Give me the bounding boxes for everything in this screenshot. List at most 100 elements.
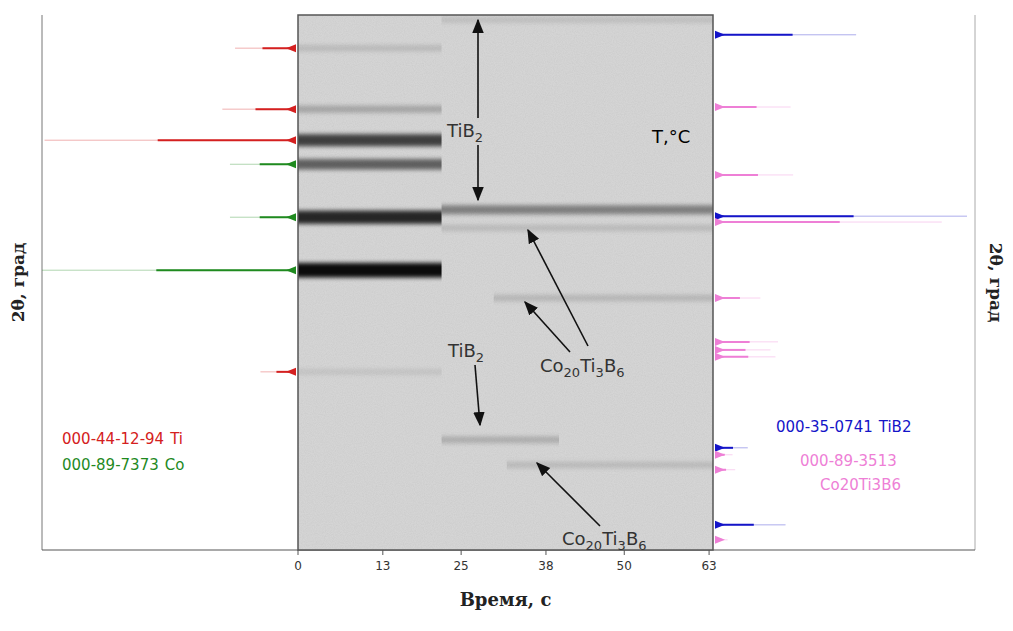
x-axis-title: Время, с bbox=[460, 589, 552, 610]
subscript: 3 bbox=[618, 538, 626, 553]
peak-base bbox=[286, 136, 296, 144]
diffraction-band bbox=[442, 205, 713, 214]
peak-base bbox=[715, 521, 725, 529]
text-run: Co bbox=[562, 528, 586, 549]
peak-stick bbox=[715, 221, 840, 223]
subscript: 6 bbox=[638, 538, 646, 553]
subscript: 6 bbox=[616, 365, 624, 380]
peak-halo bbox=[715, 174, 793, 175]
text-run: Ti bbox=[601, 528, 617, 549]
annotation-arrow bbox=[528, 230, 588, 346]
peak-base bbox=[715, 466, 725, 474]
diffraction-band bbox=[298, 369, 442, 375]
legend-code: 000-35-0741 bbox=[776, 418, 873, 436]
text-run: TiB bbox=[446, 120, 475, 141]
peak-halo bbox=[715, 216, 967, 217]
diffraction-band bbox=[298, 211, 442, 224]
diffraction-band bbox=[298, 263, 442, 278]
peak-halo bbox=[45, 140, 296, 141]
plot-border bbox=[298, 15, 713, 550]
annotation-arrow bbox=[537, 463, 600, 526]
diffraction-band bbox=[442, 17, 713, 23]
x-tick bbox=[461, 550, 462, 555]
plot-background bbox=[298, 15, 713, 550]
reference-peak bbox=[42, 266, 296, 274]
x-tick-label: 50 bbox=[617, 559, 632, 573]
annotation: Co20Ti3B6 bbox=[540, 355, 625, 380]
peak-base bbox=[286, 368, 296, 376]
diffraction-band bbox=[298, 45, 442, 51]
peak-base bbox=[715, 346, 725, 354]
annotation-arrow bbox=[477, 145, 479, 200]
subscript: 3 bbox=[596, 365, 604, 380]
diffraction-band bbox=[298, 159, 442, 170]
annotation: TiB2 bbox=[446, 120, 483, 145]
peak-stick bbox=[156, 269, 296, 271]
x-tick bbox=[382, 550, 383, 555]
legend-entry: 000-89-7373Co bbox=[62, 456, 184, 474]
reference-peak bbox=[230, 160, 296, 168]
legend-phase: Ti bbox=[169, 430, 183, 448]
x-tick-label: 0 bbox=[294, 559, 302, 573]
annotation-arrow bbox=[477, 20, 479, 118]
text-run: T,°C bbox=[651, 126, 690, 147]
x-tick bbox=[545, 550, 546, 555]
reference-peak bbox=[715, 451, 733, 459]
reference-peak bbox=[260, 368, 296, 376]
peak-halo bbox=[715, 107, 791, 108]
reference-peak bbox=[715, 338, 778, 346]
reference-peak bbox=[715, 31, 856, 39]
peak-halo bbox=[715, 524, 786, 525]
diffraction-band bbox=[442, 436, 559, 443]
peak-halo bbox=[715, 34, 856, 35]
peak-base bbox=[715, 171, 725, 179]
diffraction-band bbox=[494, 295, 713, 301]
reference-peak bbox=[715, 536, 728, 544]
reference-peak bbox=[715, 171, 793, 179]
peak-base bbox=[715, 353, 725, 361]
peak-base bbox=[715, 536, 725, 544]
text-run: Co bbox=[540, 355, 564, 376]
diffraction-band bbox=[442, 225, 713, 231]
diffraction-band bbox=[298, 134, 442, 146]
peak-halo bbox=[715, 222, 942, 223]
peak-base bbox=[715, 444, 725, 452]
chart: 01325385063Время, с2θ, град2θ, град000-4… bbox=[0, 0, 1013, 631]
legend-code: 000-44-12-94 bbox=[62, 430, 164, 448]
x-tick-label: 25 bbox=[453, 559, 468, 573]
peak-stick bbox=[715, 34, 793, 36]
reference-peak bbox=[45, 136, 296, 144]
peak-base bbox=[286, 213, 296, 221]
x-tick-label: 13 bbox=[375, 559, 390, 573]
reference-peak bbox=[715, 294, 760, 302]
x-tick-label: 63 bbox=[701, 559, 716, 573]
y-axis-title: 2θ, град bbox=[8, 243, 28, 323]
diffraction-band bbox=[298, 106, 442, 113]
text-run: TiB bbox=[447, 340, 476, 361]
annotation: Co20Ti3B6 bbox=[562, 528, 647, 553]
peak-halo bbox=[222, 109, 296, 110]
legend-phase: Co20Ti3B6 bbox=[820, 476, 901, 494]
peak-base bbox=[286, 160, 296, 168]
peak-base bbox=[286, 266, 296, 274]
annotation-arrow bbox=[475, 365, 480, 425]
legend-entry: 000-44-12-94 Ti bbox=[62, 430, 183, 448]
peak-base bbox=[286, 105, 296, 113]
annotation-arrow bbox=[525, 302, 570, 352]
reference-peak bbox=[715, 444, 748, 452]
legend-code: 000-89-7373 bbox=[62, 456, 159, 474]
reference-peak bbox=[715, 466, 735, 474]
legend-phase: TiB2 bbox=[878, 418, 912, 436]
reference-peak bbox=[715, 212, 967, 220]
reference-peak bbox=[715, 218, 942, 226]
peak-base bbox=[715, 451, 725, 459]
legend-code: 000-89-3513 bbox=[800, 452, 897, 470]
peak-base bbox=[715, 294, 725, 302]
subscript: 2 bbox=[475, 130, 483, 145]
peak-base bbox=[715, 338, 725, 346]
x-tick bbox=[709, 550, 710, 555]
legend-entry: 000-35-0741 TiB2 bbox=[776, 418, 911, 436]
subscript: 2 bbox=[476, 350, 484, 365]
peak-base bbox=[715, 103, 725, 111]
text-run: B bbox=[604, 355, 616, 376]
